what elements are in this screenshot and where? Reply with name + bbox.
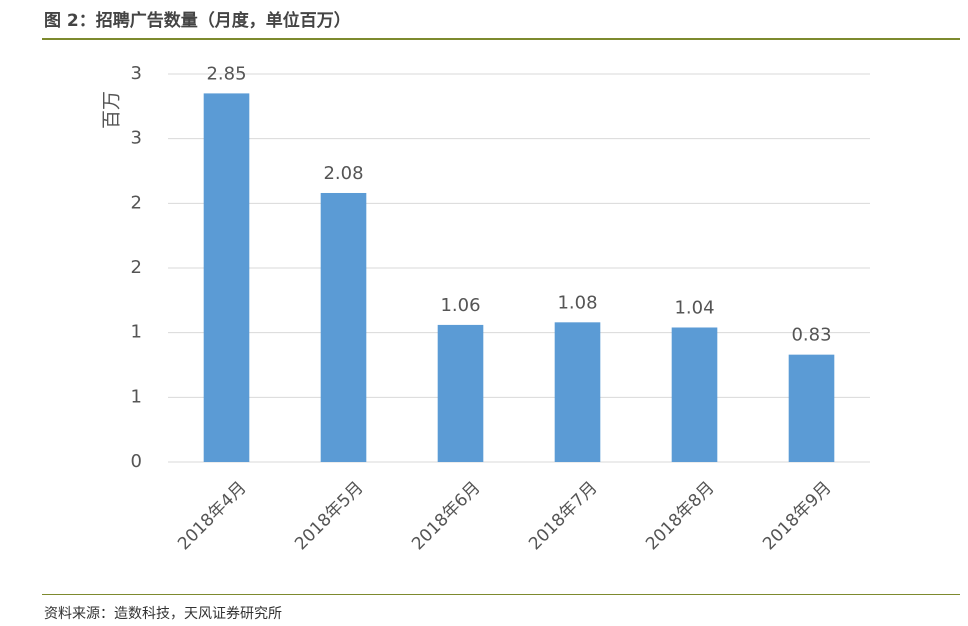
bar — [788, 354, 835, 462]
x-axis-ticks: 2018年4月 2018年5月 2018年6月 2018年7月 2018年8月 2018年… — [174, 478, 835, 554]
data-label: 2.08 — [323, 163, 363, 184]
source-note: 资料来源：造数科技，天风证券研究所 — [44, 606, 282, 622]
y-tick-label: 2 — [131, 257, 142, 278]
y-tick-label: 0 — [131, 451, 142, 472]
x-tick-label: 2018年5月 — [291, 478, 367, 554]
data-label: 1.04 — [674, 297, 714, 318]
grid-lines — [168, 73, 870, 463]
x-tick-label: 2018年6月 — [408, 478, 484, 554]
title-rule — [42, 38, 960, 40]
x-tick-label: 2018年7月 — [525, 478, 601, 554]
source-rule — [42, 594, 960, 595]
figure-title: 图 2：招聘广告数量（月度，单位百万） — [44, 11, 351, 31]
bar — [320, 192, 367, 462]
data-label: 0.83 — [791, 325, 831, 346]
y-tick-label: 2 — [131, 192, 142, 213]
data-label: 2.85 — [206, 63, 246, 84]
x-tick-label: 2018年9月 — [759, 478, 835, 554]
data-labels: 2.85 2.08 1.06 1.08 1.04 0.83 — [206, 63, 831, 345]
bar — [437, 324, 484, 462]
bar — [554, 322, 601, 462]
bars — [203, 93, 835, 463]
y-tick-label: 3 — [131, 128, 142, 149]
data-label: 1.06 — [440, 295, 480, 316]
x-tick-label: 2018年4月 — [174, 478, 250, 554]
y-tick-label: 1 — [131, 322, 142, 343]
y-tick-label: 3 — [131, 63, 142, 84]
data-label: 1.08 — [557, 292, 597, 313]
y-axis-ticks: 0 1 1 2 2 3 3 — [131, 63, 142, 472]
y-axis-label: 百万 — [101, 91, 123, 129]
x-tick-label: 2018年8月 — [642, 478, 718, 554]
y-tick-label: 1 — [131, 386, 142, 407]
bar — [203, 93, 250, 463]
bar — [671, 327, 718, 462]
